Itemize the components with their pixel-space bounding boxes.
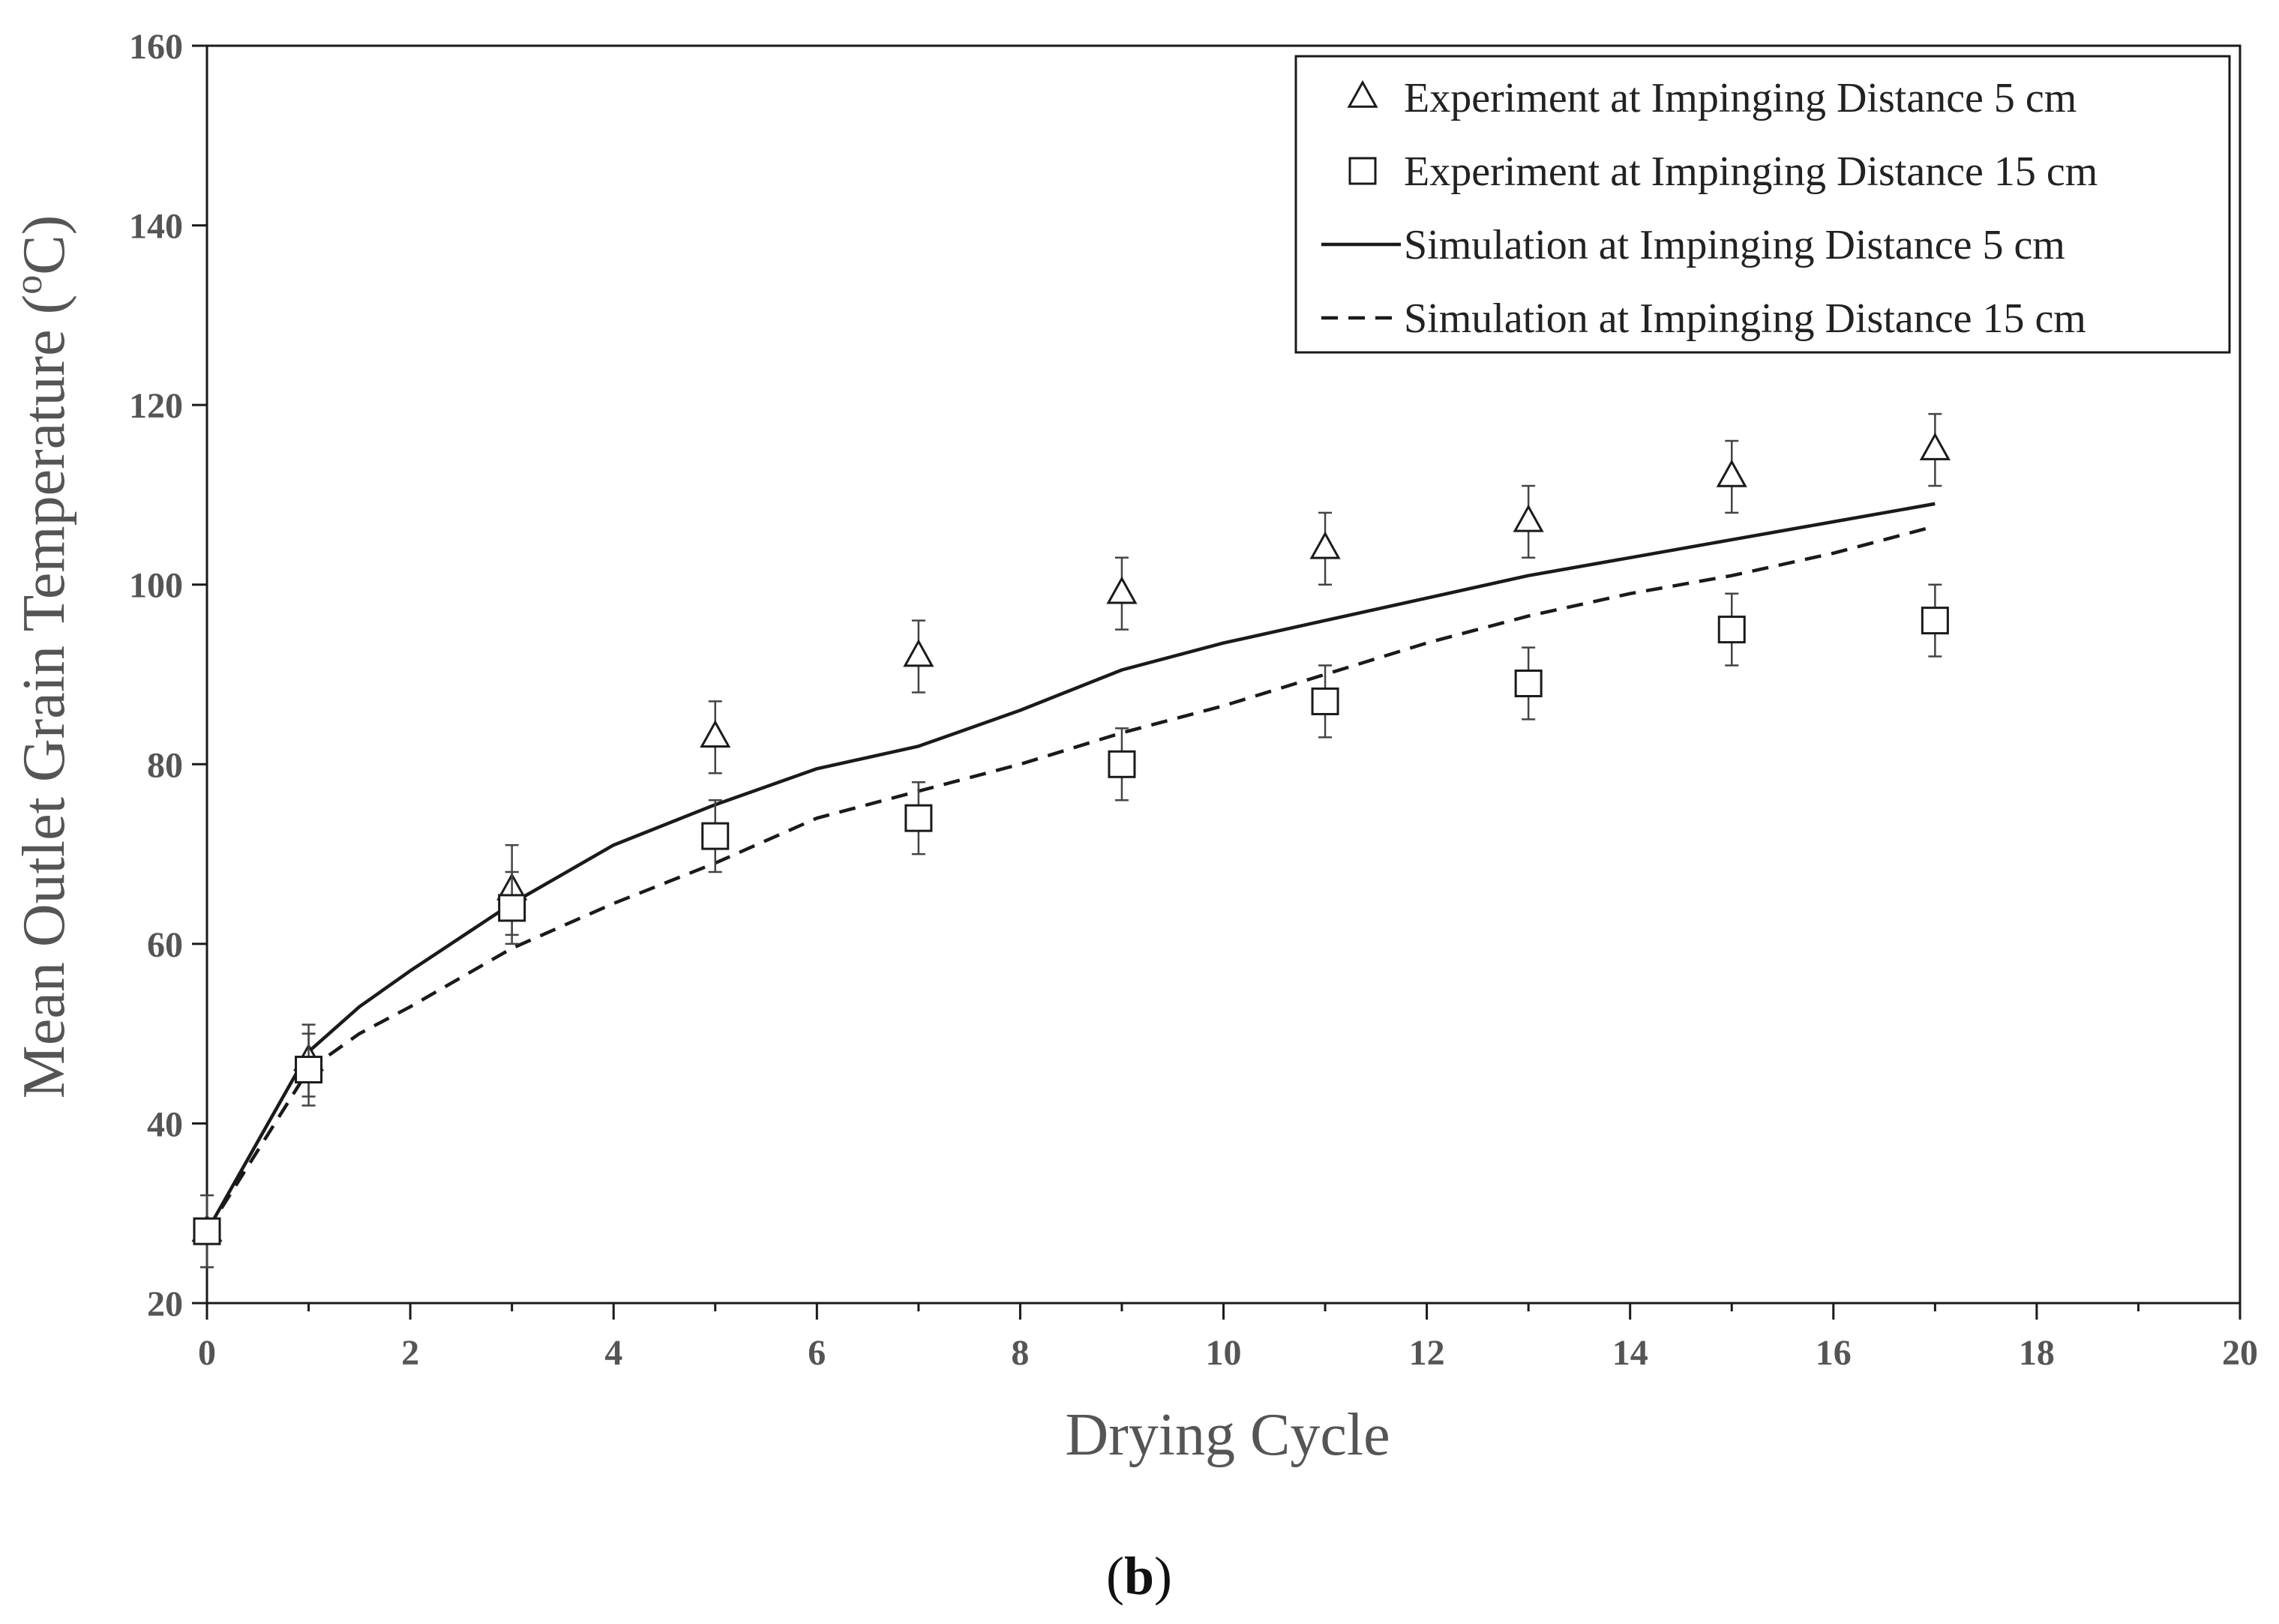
- y-axis-title-main: Mean Outlet Grain Temperature (: [11, 295, 77, 1099]
- x-tick-label-2: 2: [401, 1333, 419, 1373]
- panel-label-letter: b: [1124, 1546, 1154, 1606]
- legend-label-0: Experiment at Impinging Distance 5 cm: [1404, 75, 2077, 121]
- square-marker: [1921, 607, 1949, 635]
- legend-triangle-symbol: [1347, 79, 1378, 108]
- x-tick-label-4: 4: [604, 1333, 622, 1373]
- legend: Experiment at Impinging Distance 5 cm Exp…: [1294, 55, 2231, 354]
- x-tick-label-20: 20: [2222, 1333, 2258, 1373]
- data-point-s1-6: [1311, 664, 1339, 739]
- data-point-s0-9: [1919, 412, 1951, 487]
- x-tick-label-16: 16: [1816, 1333, 1852, 1373]
- data-point-s1-7: [1514, 646, 1543, 721]
- y-tick-label-20: 20: [147, 1284, 183, 1324]
- data-point-s1-1: [295, 1032, 323, 1107]
- data-point-s1-5: [1108, 727, 1136, 802]
- y-axis: 20 40 60 80 100 120 140 160: [129, 27, 207, 1324]
- y-axis-title: Mean Outlet Grain Temperature (oC): [7, 215, 77, 1099]
- data-point-s0-4: [903, 619, 934, 694]
- series-line-2: [205, 502, 1936, 1233]
- square-marker: [1311, 687, 1339, 715]
- panel-label-close: ): [1154, 1546, 1172, 1606]
- x-tick-label-10: 10: [1206, 1333, 1242, 1373]
- square-marker: [701, 822, 730, 850]
- x-tick-label-8: 8: [1011, 1333, 1029, 1373]
- x-tick-label-14: 14: [1612, 1333, 1648, 1373]
- legend-entry-2: Simulation at Impinging Distance 5 cm: [1321, 222, 2065, 268]
- legend-label-2: Simulation at Impinging Distance 5 cm: [1404, 222, 2065, 268]
- triangle-marker: [1513, 504, 1544, 532]
- triangle-marker: [700, 720, 731, 748]
- panel-label-open: (: [1106, 1546, 1124, 1606]
- y-tick-label-160: 160: [129, 27, 183, 67]
- x-tick-label-18: 18: [2019, 1333, 2055, 1373]
- legend-entry-3: Simulation at Impinging Distance 15 cm: [1321, 295, 2086, 342]
- legend-entry-0: Experiment at Impinging Distance 5 cm: [1347, 75, 2077, 121]
- square-marker: [1514, 669, 1543, 697]
- square-marker: [295, 1056, 323, 1084]
- x-axis: 0 2 4 6 8 10 12 14 16 18 20: [198, 1303, 2258, 1373]
- data-point-s1-8: [1717, 592, 1746, 667]
- y-tick-label-100: 100: [129, 566, 183, 606]
- legend-entry-1: Experiment at Impinging Distance 15 cm: [1348, 148, 2098, 195]
- x-axis-title: Drying Cycle: [1065, 1402, 1390, 1468]
- data-point-s1-4: [904, 781, 933, 855]
- legend-box: [1294, 55, 2231, 354]
- square-marker: [498, 894, 526, 922]
- y-axis-title-end: C): [11, 215, 77, 275]
- series-layer: [191, 412, 1951, 1269]
- data-point-s1-0: [193, 1194, 221, 1269]
- triangle-marker: [1919, 432, 1951, 460]
- panel-label: (b): [1106, 1546, 1172, 1606]
- y-tick-label-120: 120: [129, 386, 183, 426]
- triangle-marker: [1716, 459, 1747, 487]
- x-tick-label-0: 0: [198, 1333, 216, 1373]
- data-point-s0-8: [1716, 439, 1747, 514]
- data-point-s0-7: [1513, 484, 1544, 559]
- square-marker: [193, 1217, 221, 1245]
- y-axis-title-superscript: o: [7, 275, 50, 295]
- data-point-s1-9: [1921, 583, 1949, 658]
- y-tick-label-80: 80: [147, 745, 183, 785]
- y-tick-label-60: 60: [147, 925, 183, 965]
- triangle-marker: [1106, 576, 1138, 604]
- triangle-marker: [903, 639, 934, 667]
- legend-square-symbol: [1348, 157, 1377, 185]
- square-marker: [1108, 750, 1136, 778]
- x-tick-label-6: 6: [808, 1333, 826, 1373]
- legend-label-3: Simulation at Impinging Distance 15 cm: [1404, 295, 2086, 342]
- data-point-s0-3: [700, 700, 731, 775]
- data-point-s1-2: [498, 870, 526, 945]
- data-point-s0-5: [1106, 556, 1138, 631]
- data-point-s1-3: [701, 799, 730, 873]
- triangle-marker: [1309, 531, 1341, 559]
- square-marker: [904, 804, 933, 832]
- y-tick-label-40: 40: [147, 1104, 183, 1144]
- y-tick-label-140: 140: [129, 207, 183, 247]
- x-tick-label-12: 12: [1409, 1333, 1445, 1373]
- series-line-3: [205, 524, 1936, 1233]
- square-marker: [1717, 616, 1746, 644]
- data-point-s0-6: [1309, 511, 1341, 586]
- legend-label-1: Experiment at Impinging Distance 15 cm: [1404, 148, 2098, 195]
